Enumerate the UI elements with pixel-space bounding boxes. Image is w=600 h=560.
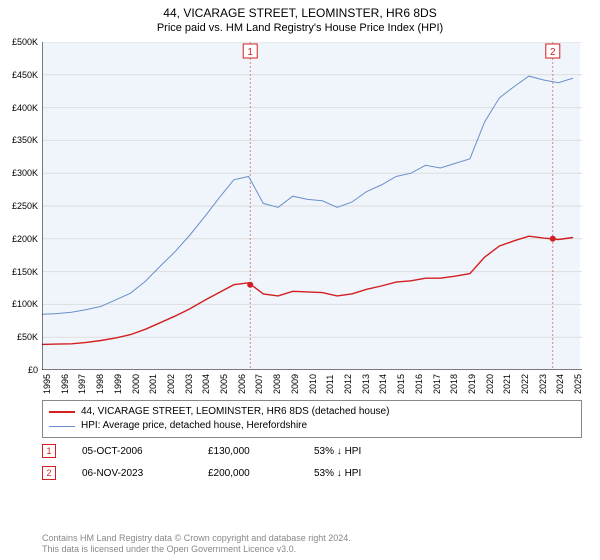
x-tick-label: 2012 — [343, 382, 353, 394]
title-block: 44, VICARAGE STREET, LEOMINSTER, HR6 8DS… — [0, 0, 600, 34]
x-tick-label: 2002 — [166, 382, 176, 394]
y-tick-label: £400K — [2, 103, 38, 113]
sale-note: 53% ↓ HPI — [314, 468, 361, 479]
x-tick-label: 2001 — [148, 382, 158, 394]
legend-swatch-property — [49, 411, 75, 413]
y-tick-label: £500K — [2, 37, 38, 47]
x-tick-label: 2019 — [467, 382, 477, 394]
x-tick-label: 2005 — [219, 382, 229, 394]
legend-swatch-hpi — [49, 426, 75, 427]
x-tick-label: 2008 — [272, 382, 282, 394]
x-tick-label: 2015 — [396, 382, 406, 394]
sale-marker-box: 1 — [42, 444, 56, 458]
y-tick-label: £50K — [2, 332, 38, 342]
x-tick-label: 1999 — [113, 382, 123, 394]
svg-text:2: 2 — [550, 47, 556, 58]
sale-row: 1 05-OCT-2006 £130,000 53% ↓ HPI — [42, 444, 582, 458]
x-tick-label: 1997 — [77, 382, 87, 394]
x-tick-label: 2006 — [237, 382, 247, 394]
legend-row-property: 44, VICARAGE STREET, LEOMINSTER, HR6 8DS… — [49, 405, 575, 419]
sale-date: 06-NOV-2023 — [82, 468, 182, 479]
x-tick-label: 2022 — [520, 382, 530, 394]
y-tick-label: £100K — [2, 299, 38, 309]
chart-svg: 12 — [42, 42, 582, 370]
x-tick-label: 2023 — [538, 382, 548, 394]
title-subtitle: Price paid vs. HM Land Registry's House … — [0, 22, 600, 34]
legend-label-hpi: HPI: Average price, detached house, Here… — [81, 419, 307, 433]
sale-price: £200,000 — [208, 468, 288, 479]
y-tick-label: £150K — [2, 267, 38, 277]
x-tick-label: 2011 — [325, 382, 335, 394]
chart-area: 12 £0£50K£100K£150K£200K£250K£300K£350K£… — [42, 42, 582, 370]
sale-marker-box: 2 — [42, 466, 56, 480]
x-tick-label: 2016 — [414, 382, 424, 394]
x-tick-label: 2020 — [485, 382, 495, 394]
x-tick-label: 2014 — [378, 382, 388, 394]
x-tick-label: 1995 — [42, 382, 52, 394]
legend-row-hpi: HPI: Average price, detached house, Here… — [49, 419, 575, 433]
x-tick-label: 2018 — [449, 382, 459, 394]
license-line-2: This data is licensed under the Open Gov… — [42, 544, 582, 556]
y-tick-label: £250K — [2, 201, 38, 211]
legend-label-property: 44, VICARAGE STREET, LEOMINSTER, HR6 8DS… — [81, 405, 389, 419]
y-tick-label: £300K — [2, 168, 38, 178]
sale-price: £130,000 — [208, 446, 288, 457]
x-tick-label: 2004 — [201, 382, 211, 394]
x-tick-label: 2009 — [290, 382, 300, 394]
y-tick-label: £450K — [2, 70, 38, 80]
x-tick-label: 2017 — [432, 382, 442, 394]
y-tick-label: £350K — [2, 135, 38, 145]
page: 44, VICARAGE STREET, LEOMINSTER, HR6 8DS… — [0, 0, 600, 560]
license-line-1: Contains HM Land Registry data © Crown c… — [42, 533, 582, 545]
x-tick-label: 2025 — [573, 382, 583, 394]
x-tick-label: 2000 — [131, 382, 141, 394]
x-tick-label: 2013 — [361, 382, 371, 394]
x-tick-label: 2007 — [254, 382, 264, 394]
x-tick-label: 1998 — [95, 382, 105, 394]
y-tick-label: £0 — [2, 365, 38, 375]
svg-text:1: 1 — [247, 47, 253, 58]
sale-date: 05-OCT-2006 — [82, 446, 182, 457]
x-tick-label: 1996 — [60, 382, 70, 394]
y-tick-label: £200K — [2, 234, 38, 244]
x-tick-label: 2024 — [555, 382, 565, 394]
sale-row: 2 06-NOV-2023 £200,000 53% ↓ HPI — [42, 466, 582, 480]
legend: 44, VICARAGE STREET, LEOMINSTER, HR6 8DS… — [42, 400, 582, 438]
x-tick-label: 2010 — [308, 382, 318, 394]
title-address: 44, VICARAGE STREET, LEOMINSTER, HR6 8DS — [0, 6, 600, 20]
x-tick-label: 2003 — [184, 382, 194, 394]
x-tick-label: 2021 — [502, 382, 512, 394]
license-text: Contains HM Land Registry data © Crown c… — [42, 533, 582, 556]
sale-note: 53% ↓ HPI — [314, 446, 361, 457]
